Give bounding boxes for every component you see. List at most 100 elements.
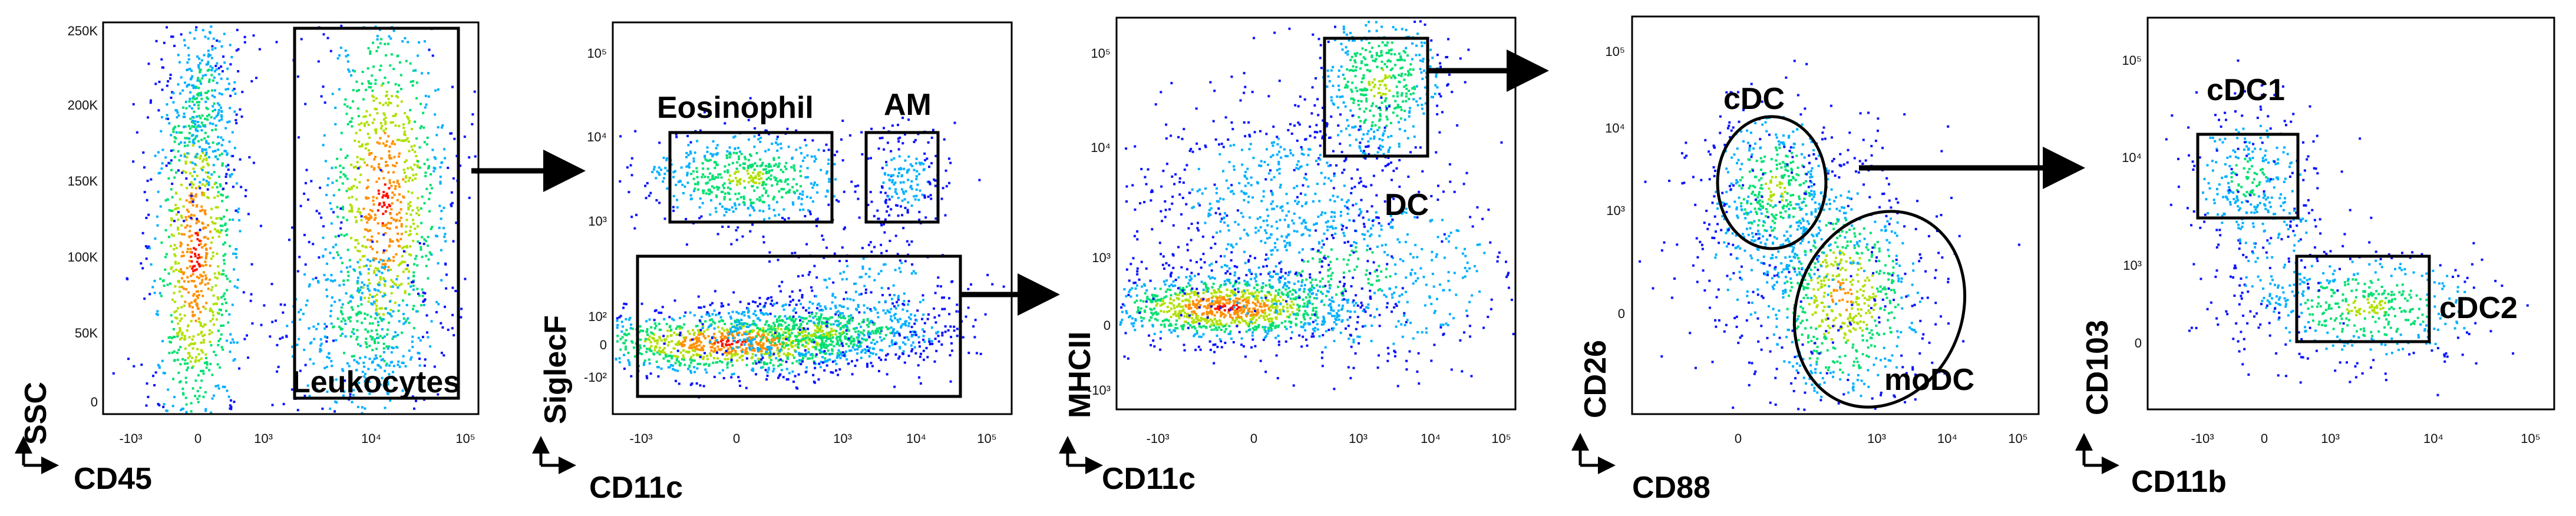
event-dot — [675, 379, 677, 382]
event-dot — [392, 164, 395, 167]
event-dot — [767, 339, 770, 342]
event-dot — [846, 264, 849, 267]
event-dot — [363, 283, 366, 286]
event-dot — [351, 296, 354, 299]
event-dot — [442, 227, 445, 230]
event-dot — [180, 33, 183, 36]
event-dot — [186, 156, 189, 159]
event-dot — [729, 315, 732, 318]
event-dot — [354, 166, 357, 168]
event-dot — [286, 325, 289, 328]
event-dot — [229, 244, 232, 247]
event-dot — [831, 316, 834, 319]
event-dot — [711, 155, 714, 158]
event-dot — [395, 220, 398, 223]
event-dot — [322, 85, 325, 88]
event-dot — [229, 350, 232, 353]
event-dot — [377, 363, 379, 366]
event-dot — [735, 330, 738, 332]
event-dot — [843, 227, 846, 230]
event-dot — [625, 317, 628, 320]
event-dot — [251, 322, 254, 325]
event-dot — [824, 317, 827, 320]
event-dot — [701, 347, 704, 350]
event-dot — [833, 345, 835, 348]
event-dot — [913, 322, 916, 325]
event-dot — [327, 177, 330, 180]
event-dot — [707, 312, 710, 315]
event-dot — [334, 107, 337, 109]
event-dot — [247, 213, 250, 216]
y-tick-label: 200K — [68, 98, 98, 113]
event-dot — [190, 182, 193, 185]
event-dot — [352, 393, 355, 396]
event-dot — [923, 340, 926, 343]
event-dot — [749, 230, 752, 233]
event-dot — [851, 319, 854, 322]
event-dot — [323, 327, 326, 330]
event-dot — [205, 357, 207, 359]
event-dot — [365, 343, 368, 345]
event-dot — [203, 211, 206, 214]
event-dot — [776, 149, 779, 152]
event-dot — [833, 329, 836, 332]
event-dot — [345, 113, 348, 115]
event-dot — [627, 352, 630, 355]
event-dot — [332, 194, 335, 197]
event-dot — [177, 150, 180, 153]
event-dot — [824, 360, 827, 363]
event-dot — [276, 343, 279, 346]
event-dot — [154, 237, 157, 240]
event-dot — [179, 286, 181, 289]
event-dot — [412, 271, 415, 274]
event-dot — [354, 178, 356, 181]
event-dot — [152, 375, 154, 378]
event-dot — [775, 141, 778, 144]
event-dot — [830, 328, 833, 330]
event-dot — [937, 276, 940, 279]
event-dot — [894, 313, 897, 315]
event-dot — [382, 194, 385, 197]
event-dot — [197, 124, 200, 127]
event-dot — [212, 294, 215, 297]
event-dot — [698, 339, 701, 342]
event-dot — [161, 359, 164, 362]
event-dot — [211, 48, 214, 51]
event-dot — [809, 334, 812, 337]
event-dot — [705, 159, 708, 162]
event-dot — [210, 257, 213, 260]
event-dot — [150, 99, 152, 102]
event-dot — [195, 26, 198, 29]
event-dot — [340, 221, 343, 224]
event-dot — [426, 158, 429, 161]
y-tick-label: 150K — [68, 174, 98, 188]
event-dot — [759, 164, 762, 167]
event-dot — [205, 153, 207, 156]
event-dot — [645, 375, 648, 378]
event-dot — [338, 325, 341, 328]
event-dot — [382, 177, 385, 180]
event-dot — [709, 352, 712, 355]
event-dot — [144, 245, 147, 248]
event-dot — [910, 344, 913, 347]
event-dot — [662, 357, 665, 360]
event-dot — [823, 256, 825, 259]
event-dot — [140, 262, 143, 265]
event-dot — [141, 231, 144, 234]
event-dot — [172, 101, 175, 104]
event-dot — [279, 303, 282, 306]
event-dot — [698, 306, 701, 309]
event-dot — [364, 341, 367, 344]
event-dot — [391, 95, 393, 98]
event-dot — [890, 208, 893, 211]
event-dot — [759, 340, 762, 343]
event-dot — [784, 328, 787, 330]
event-dot — [184, 347, 187, 350]
event-dot — [871, 352, 874, 355]
event-dot — [368, 282, 371, 285]
event-dot — [344, 156, 347, 159]
event-dot — [207, 287, 210, 290]
event-dot — [291, 226, 293, 229]
event-dot — [378, 365, 381, 368]
event-dot — [749, 201, 752, 204]
